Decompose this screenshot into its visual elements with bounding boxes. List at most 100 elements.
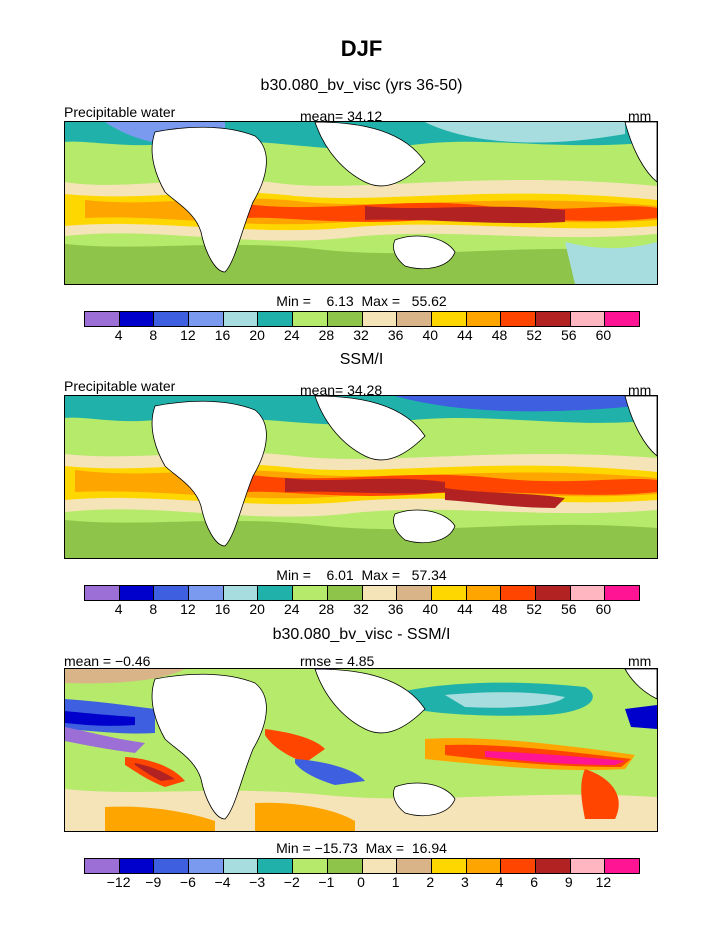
colorbar-2-tick: 28	[318, 601, 335, 617]
colorbar-3-tick: −1	[318, 874, 335, 890]
p3-field-atlantic-darkred	[135, 763, 175, 781]
colorbar-3-swatch-7	[327, 859, 363, 873]
colorbar-2-swatch-1	[119, 586, 155, 600]
figure-title: DJF	[340, 36, 383, 61]
colorbar-1-swatch-9	[397, 312, 432, 326]
colorbar-1-tick: 32	[353, 327, 369, 343]
panel-1-colorbar	[84, 311, 640, 327]
colorbar-1-tick: 20	[249, 327, 265, 343]
colorbar-2-tick: 12	[180, 601, 196, 617]
p3-asia	[314, 669, 426, 734]
colorbar-3-tick: 9	[564, 874, 573, 890]
p3-field-indian-red	[265, 729, 325, 763]
panel-3-colorbar-ticks: −12 −9 −6 −4 −3 −2 −1 0 1 2 3 4 6 9 12	[84, 874, 638, 892]
colorbar-2-tick: 40	[422, 601, 439, 617]
colorbar-1-swatch-0	[85, 312, 120, 326]
colorbar-1-swatch-8	[362, 312, 398, 326]
colorbar-2-swatch-7	[327, 586, 363, 600]
colorbar-1-swatch-6	[293, 312, 328, 326]
colorbar-3-tick: −3	[249, 874, 266, 890]
colorbar-3-tick: 0	[357, 874, 365, 890]
colorbar-3-swatch-13	[535, 859, 571, 873]
colorbar-1-swatch-10	[431, 312, 467, 326]
colorbar-2-swatch-0	[85, 586, 120, 600]
p1-field-north-pale	[425, 122, 625, 143]
colorbar-2-swatch-4	[223, 586, 259, 600]
colorbar-1-swatch-13	[535, 312, 571, 326]
colorbar-3-tick: −2	[283, 874, 300, 890]
p2-america	[624, 396, 657, 457]
panel-1-mean-label: mean= 34.12	[300, 108, 383, 124]
colorbar-2-tick: 32	[353, 601, 369, 617]
colorbar-1-swatch-14	[570, 312, 606, 326]
colorbar-3-swatch-6	[293, 859, 328, 873]
p1-america	[624, 122, 657, 183]
p3-field-east-darkblue	[625, 705, 657, 729]
colorbar-3-swatch-3	[189, 859, 224, 873]
colorbar-3-tick: −6	[179, 874, 196, 890]
panel-2-minmax: Min = 6.01 Max = 57.34	[276, 567, 447, 583]
p1-field-south-pale	[565, 242, 657, 284]
colorbar-1-tick: 12	[180, 327, 196, 343]
p2-asia	[314, 396, 426, 461]
panel-3-units-label: mm	[628, 653, 652, 669]
panel-3-rmse-label: rmse = 4.85	[300, 653, 375, 669]
colorbar-2-tick: 48	[491, 601, 508, 617]
p1-asia	[314, 122, 426, 187]
colorbar-3-swatch-10	[431, 859, 467, 873]
colorbar-2-tick: 16	[214, 601, 231, 617]
colorbar-3-swatch-15	[605, 859, 639, 873]
colorbar-3-swatch-9	[397, 859, 432, 873]
colorbar-3-tick: 6	[530, 874, 539, 890]
colorbar-2-swatch-2	[154, 586, 190, 600]
colorbar-1-tick: 8	[149, 327, 158, 343]
colorbar-2-swatch-8	[362, 586, 398, 600]
p3-field-west-purple	[65, 727, 145, 753]
colorbar-1-swatch-7	[327, 312, 363, 326]
colorbar-2-swatch-9	[397, 586, 432, 600]
colorbar-3-swatch-14	[570, 859, 606, 873]
panel-2-left-label: Precipitable water	[64, 378, 176, 394]
colorbar-1-swatch-3	[189, 312, 224, 326]
colorbar-1-tick: 28	[318, 327, 335, 343]
panel-2-mean-label: mean= 34.28	[300, 382, 383, 398]
p3-field-west-darkblue	[65, 711, 135, 726]
panel-1-map-svg	[65, 122, 657, 284]
p3-africa	[151, 673, 267, 820]
colorbar-2-tick: 4	[114, 601, 123, 617]
p2-field-north-blue	[395, 396, 657, 412]
colorbar-1-swatch-12	[501, 312, 536, 326]
p2-field-warm-pool-east	[445, 488, 565, 508]
panel-1-title: b30.080_bv_visc (yrs 36-50)	[260, 77, 463, 94]
p3-america	[624, 669, 657, 700]
colorbar-2-swatch-5	[258, 586, 294, 600]
colorbar-2-tick: 36	[387, 601, 404, 617]
colorbar-3-swatch-5	[258, 859, 294, 873]
p3-field-pacific-pale	[445, 692, 565, 708]
colorbar-3-tick: 1	[391, 874, 400, 890]
colorbar-3-tick: 12	[595, 874, 612, 890]
panel-3-minmax: Min = −15.73 Max = 16.94	[276, 840, 447, 856]
colorbar-3-swatch-12	[501, 859, 536, 873]
colorbar-1-swatch-1	[119, 312, 155, 326]
colorbar-1-tick: 60	[595, 327, 612, 343]
p2-field-warm-pool-west	[285, 478, 445, 494]
panel-1-units-label: mm	[628, 108, 652, 124]
colorbar-2-tick: 60	[595, 601, 612, 617]
panel-2-colorbar-ticks: 4 8 12 16 20 24 28 32 36 40 44 48 52 56 …	[84, 601, 638, 619]
colorbar-2-swatch-15	[605, 586, 639, 600]
p3-australia	[393, 782, 456, 816]
p1-africa	[151, 126, 267, 273]
panel-2-title: SSM/I	[339, 351, 384, 368]
colorbar-3-swatch-1	[119, 859, 155, 873]
panel-2-map	[64, 395, 658, 559]
colorbar-3-swatch-4	[223, 859, 259, 873]
panel-1-left-label: Precipitable water	[64, 104, 176, 120]
colorbar-1-tick: 24	[283, 327, 300, 343]
colorbar-2-swatch-14	[570, 586, 606, 600]
colorbar-2-swatch-3	[189, 586, 224, 600]
panel-2-map-svg	[65, 396, 657, 558]
colorbar-3-swatch-8	[362, 859, 398, 873]
colorbar-3-swatch-11	[466, 859, 502, 873]
colorbar-3-swatch-0	[85, 859, 120, 873]
